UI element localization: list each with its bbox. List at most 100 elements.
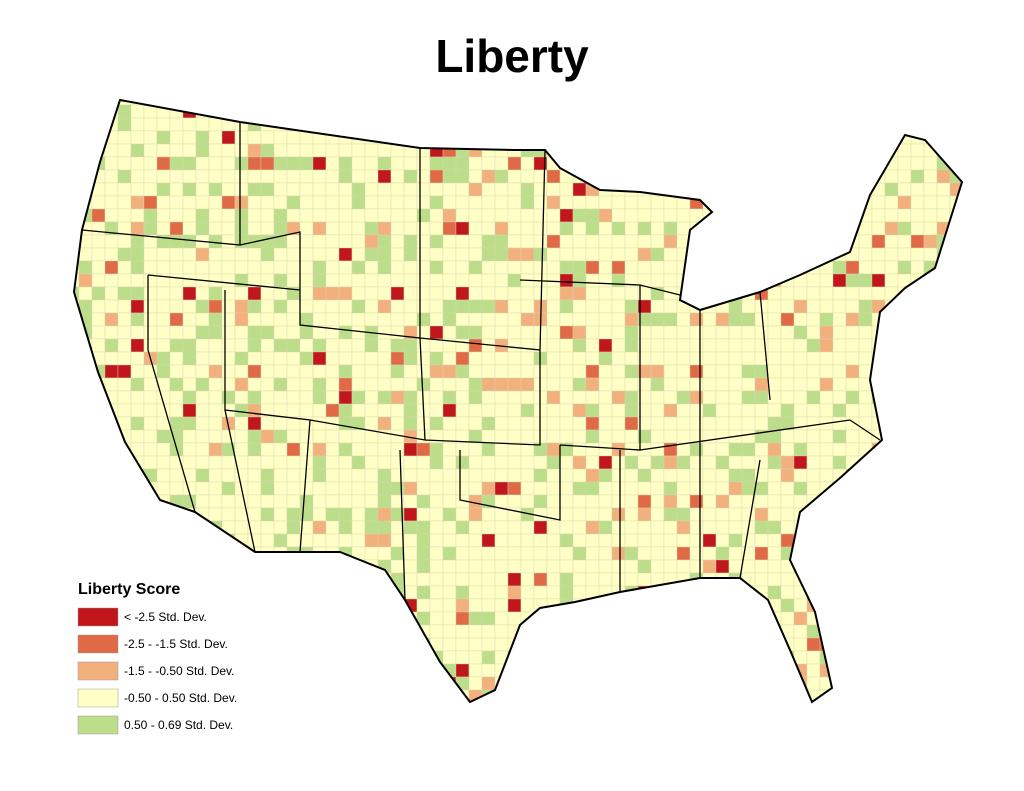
county	[130, 325, 145, 340]
county	[715, 546, 730, 561]
county	[338, 481, 353, 496]
county	[195, 195, 210, 210]
county	[286, 234, 301, 249]
county	[793, 299, 808, 314]
county	[338, 208, 353, 223]
county	[182, 312, 197, 327]
county	[156, 455, 171, 470]
county	[416, 572, 431, 587]
county	[169, 559, 184, 574]
county	[741, 260, 756, 275]
county	[312, 403, 327, 418]
county	[963, 352, 976, 365]
county	[338, 104, 353, 119]
county	[949, 247, 962, 262]
county	[143, 390, 158, 405]
county	[884, 533, 899, 548]
county	[859, 703, 872, 716]
county	[559, 286, 574, 301]
county	[884, 403, 899, 418]
county	[676, 650, 691, 665]
county	[715, 520, 730, 535]
county	[416, 377, 431, 392]
county	[390, 208, 405, 223]
county	[845, 663, 860, 678]
county	[741, 325, 756, 340]
county	[611, 507, 626, 522]
county	[897, 533, 912, 548]
county	[416, 260, 431, 275]
county	[156, 325, 171, 340]
county	[949, 663, 962, 678]
county	[520, 234, 535, 249]
county	[299, 312, 314, 327]
county	[858, 533, 873, 548]
county	[585, 104, 600, 119]
county	[494, 585, 509, 600]
county	[923, 234, 938, 249]
county	[429, 143, 444, 158]
county	[286, 689, 301, 702]
county	[364, 520, 379, 535]
county	[182, 100, 197, 106]
county	[455, 611, 470, 626]
county	[963, 625, 976, 638]
county	[689, 689, 704, 702]
county	[585, 117, 600, 132]
county	[884, 377, 899, 392]
county	[377, 156, 392, 171]
county	[741, 663, 756, 678]
county	[637, 507, 652, 522]
county	[845, 351, 860, 366]
county	[650, 559, 665, 574]
county	[819, 390, 834, 405]
county	[715, 585, 730, 600]
county	[572, 234, 587, 249]
county	[117, 208, 132, 223]
county	[963, 170, 976, 183]
county	[598, 100, 613, 106]
county	[195, 468, 210, 483]
county	[884, 429, 899, 444]
county	[234, 351, 249, 366]
county	[442, 104, 457, 119]
county	[923, 442, 938, 457]
county	[819, 598, 834, 613]
county	[325, 650, 340, 665]
county	[273, 299, 288, 314]
county	[234, 221, 249, 236]
county	[663, 468, 678, 483]
county	[182, 273, 197, 288]
county	[429, 390, 444, 405]
county	[598, 338, 613, 353]
county	[520, 650, 535, 665]
county	[858, 559, 873, 574]
county	[416, 442, 431, 457]
county	[338, 650, 353, 665]
county	[949, 624, 962, 639]
county	[143, 117, 158, 132]
county	[806, 572, 821, 587]
county	[390, 637, 405, 652]
county	[832, 455, 847, 470]
county	[494, 130, 509, 145]
county	[481, 611, 496, 626]
county	[520, 260, 535, 275]
county	[755, 703, 768, 716]
county	[260, 689, 275, 702]
county	[287, 703, 300, 716]
county	[741, 390, 756, 405]
county	[364, 143, 379, 158]
county	[702, 260, 717, 275]
county	[378, 703, 391, 716]
county	[728, 312, 743, 327]
county	[611, 468, 626, 483]
county	[455, 156, 470, 171]
county	[806, 585, 821, 600]
county	[780, 377, 795, 392]
legend-label: 0.50 - 0.69 Std. Dev.	[124, 718, 233, 732]
county	[911, 703, 924, 716]
county	[169, 468, 184, 483]
county	[156, 338, 171, 353]
county	[247, 338, 262, 353]
